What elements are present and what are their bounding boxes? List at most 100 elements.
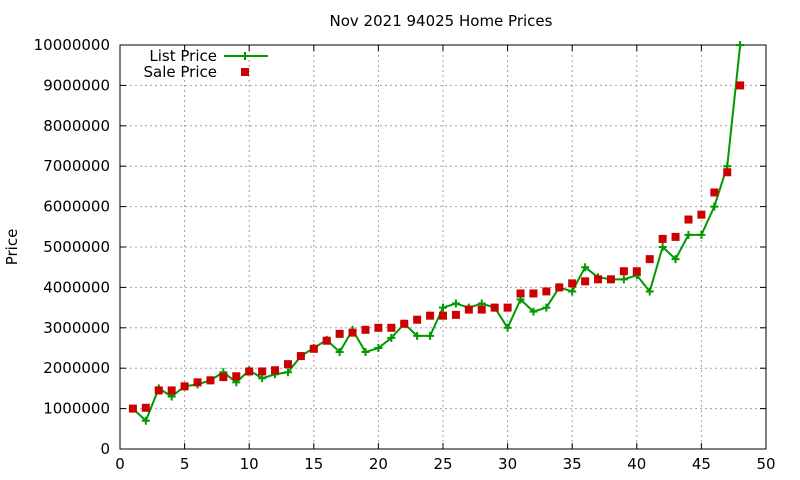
list-price-point (619, 275, 628, 284)
sale-price-point (154, 386, 163, 395)
legend-label-list-price: List Price (149, 47, 217, 65)
sale-price-point (374, 323, 383, 332)
sale-price-point (710, 188, 719, 197)
x-tick-label: 25 (433, 455, 452, 473)
y-tick-label: 9000000 (43, 76, 110, 94)
legend-marker-sale-price (241, 68, 249, 76)
sale-price-point (477, 305, 486, 314)
list-price-point (426, 331, 435, 340)
sale-price-point (555, 283, 564, 292)
y-tick-label: 3000000 (43, 319, 110, 337)
x-tick-labels: 0 5 10 15 20 25 30 35 40 45 50 (115, 455, 775, 473)
sale-price-point (645, 255, 654, 264)
sale-price-point (671, 232, 680, 241)
list-price-point (581, 263, 590, 272)
x-tick-label: 40 (627, 455, 646, 473)
list-price-point (736, 41, 745, 49)
sale-price-point (296, 352, 305, 361)
sale-price-point (568, 279, 577, 288)
x-tick-label: 50 (756, 455, 775, 473)
sale-price-point (141, 403, 150, 412)
list-price-point (529, 307, 538, 316)
list-price-point (568, 287, 577, 296)
sale-price-point (361, 325, 370, 334)
sale-price-point (348, 328, 357, 337)
x-tick-label: 0 (115, 455, 125, 473)
list-price-point (258, 374, 267, 383)
legend-label-sale-price: Sale Price (144, 63, 217, 81)
sale-price-point (516, 289, 525, 298)
sale-price-point (697, 210, 706, 219)
legend-marker-list-price (241, 52, 249, 60)
list-price-point (413, 331, 422, 340)
list-price-point (542, 303, 551, 312)
list-price-point (503, 323, 512, 332)
x-tick-label: 5 (180, 455, 190, 473)
series-layer (128, 41, 745, 425)
y-axis-label: Price (3, 229, 21, 266)
list-price-point (451, 299, 460, 308)
sale-price-point (400, 319, 409, 328)
sale-price-point (245, 367, 254, 376)
sale-price-point (271, 366, 280, 375)
sale-price-point (426, 311, 435, 320)
x-tick-label: 20 (369, 455, 388, 473)
list-price-point (671, 255, 680, 264)
list-price-point (283, 368, 292, 377)
sale-price-point (490, 303, 499, 312)
y-tick-label: 8000000 (43, 117, 110, 135)
list-price-point (335, 348, 344, 357)
x-tick-label: 45 (692, 455, 711, 473)
x-tick-label: 30 (498, 455, 517, 473)
sale-price-point (594, 275, 603, 284)
list-price-point (141, 416, 150, 425)
sale-price-point (529, 289, 538, 298)
y-tick-label: 0 (100, 440, 110, 458)
chart-title: Nov 2021 94025 Home Prices (330, 12, 553, 30)
sale-price-point (658, 234, 667, 243)
sale-price-point (736, 81, 745, 90)
axis-ticks (119, 44, 767, 450)
list-price-point (658, 243, 667, 251)
sale-price-point (723, 168, 732, 177)
sale-price-point (128, 404, 137, 413)
sale-price-point (258, 367, 267, 376)
legend: List Price Sale Price (144, 47, 268, 81)
y-tick-label: 10000000 (34, 36, 110, 54)
sale-price-point (219, 373, 228, 382)
sale-price-point (684, 215, 693, 224)
sale-price-point (322, 336, 331, 345)
sale-price-point (309, 344, 318, 353)
sale-price-point (606, 275, 615, 284)
sale-price-point (387, 323, 396, 332)
sale-price-point (413, 315, 422, 324)
sale-price-point (180, 382, 189, 391)
sale-price-point (167, 386, 176, 395)
sale-price-point (451, 310, 460, 319)
sale-price-point (283, 360, 292, 369)
list-price-point (387, 333, 396, 342)
x-tick-label: 35 (563, 455, 582, 473)
series-line-list-price (132, 44, 742, 422)
sale-price-point (503, 303, 512, 312)
list-price-point (374, 344, 383, 352)
list-price-point (697, 230, 706, 239)
sale-price-point (335, 329, 344, 338)
sale-price-point (632, 267, 641, 276)
y-tick-labels: 0 1000000 2000000 3000000 4000000 5000000 6000… (34, 36, 110, 458)
list-price-point (645, 287, 654, 296)
sale-price-point (193, 378, 202, 387)
sale-price-point (581, 277, 590, 286)
y-tick-label: 7000000 (43, 157, 110, 175)
x-tick-label: 10 (240, 455, 259, 473)
y-tick-label: 2000000 (43, 359, 110, 377)
list-price-point (361, 348, 370, 357)
y-tick-label: 1000000 (43, 400, 110, 418)
list-price-point (710, 202, 719, 211)
sale-price-point (464, 305, 473, 314)
list-price-point (684, 230, 693, 239)
sale-price-point (439, 311, 447, 320)
y-tick-label: 5000000 (43, 238, 110, 256)
